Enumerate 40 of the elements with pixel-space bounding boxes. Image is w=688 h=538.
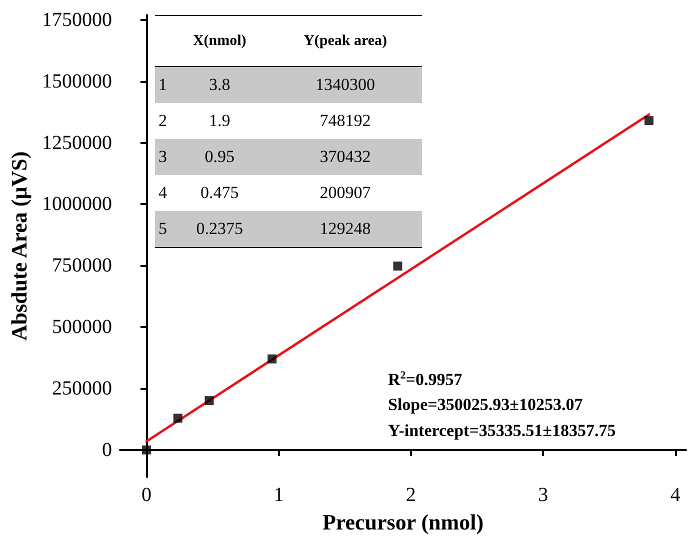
annotation: 370432: [268, 139, 422, 175]
annotation: 200907: [318, 182, 372, 204]
x-tick-label: 0: [141, 484, 152, 506]
annotation: 1: [155, 66, 171, 103]
annotation: 0.475: [199, 182, 240, 204]
annotation: Y(peak area): [268, 16, 422, 66]
annotation: 0.95: [170, 139, 269, 175]
point: [268, 354, 277, 364]
y-tick-label: 500000: [52, 316, 112, 338]
annotation: 1340300: [268, 66, 422, 103]
y-axis-title: Absdute Area (μVS): [6, 151, 32, 341]
x-tick-label: 3: [538, 484, 548, 506]
annotation: X(nmol): [170, 16, 269, 66]
annotation: 0.2375: [170, 211, 269, 248]
point: [173, 414, 182, 423]
annotation: 5: [155, 211, 171, 248]
annotation: 748192: [318, 110, 372, 132]
annotation: 129248: [268, 211, 422, 248]
x-axis-title: Precursor (nmol): [322, 510, 484, 534]
y-tick-label: 250000: [52, 378, 112, 400]
y-tick-label: 1000000: [42, 193, 112, 216]
y-tick-label: 1500000: [42, 70, 112, 92]
annotation: 2: [158, 110, 168, 132]
x-tick-label: 4: [670, 484, 680, 506]
annotation: Slope=350025.93±10253.07: [388, 395, 584, 414]
annotation: 3: [155, 139, 171, 175]
point: [142, 445, 151, 454]
x-tick-label: 1: [274, 484, 284, 506]
point: [204, 396, 214, 406]
y-tick-label: 750000: [52, 254, 112, 277]
x-tick-label: 2: [406, 484, 416, 506]
y-tick-label: 0: [102, 438, 112, 461]
annotation: 4: [158, 182, 168, 204]
annotation: 1.9: [208, 110, 232, 132]
y-tick-label: 1750000: [42, 8, 112, 31]
annotation: Y-intercept=35335.51±18357.75: [388, 421, 616, 440]
point: [393, 262, 402, 271]
y-tick-label: 1250000: [42, 132, 112, 154]
annotation: 3.8: [170, 66, 269, 103]
point: [644, 116, 654, 126]
